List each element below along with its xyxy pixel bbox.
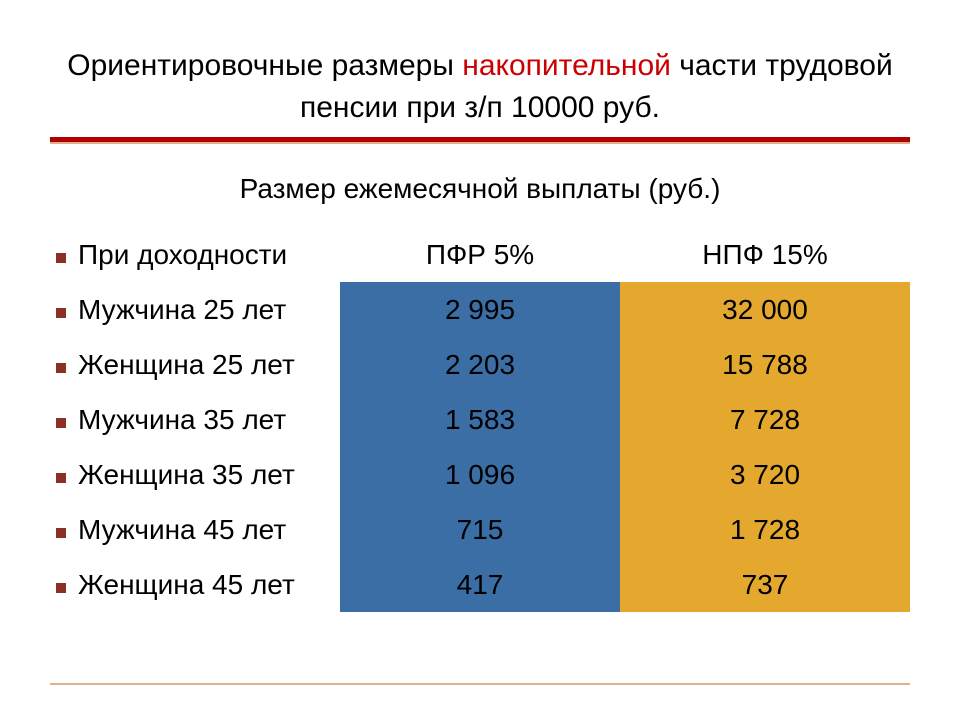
row-label: Мужчина 25 лет [50, 282, 340, 337]
row-label: Мужчина 35 лет [50, 392, 340, 447]
row-label-text: Мужчина 35 лет [78, 404, 286, 435]
table-header-row: При доходности ПФР 5% НПФ 15% [50, 227, 910, 282]
underline-sub [50, 142, 910, 144]
row-label-text: Мужчина 45 лет [78, 514, 286, 545]
row-col-b: 737 [620, 557, 910, 612]
footer-divider [50, 683, 910, 685]
table-row: Мужчина 45 лет 715 1 728 [50, 502, 910, 557]
header-col-b: НПФ 15% [620, 227, 910, 282]
row-label-text: Женщина 35 лет [78, 459, 295, 490]
row-col-b: 3 720 [620, 447, 910, 502]
row-col-a: 2 203 [340, 337, 620, 392]
table-row: Женщина 25 лет 2 203 15 788 [50, 337, 910, 392]
row-col-b: 7 728 [620, 392, 910, 447]
row-label-text: Мужчина 25 лет [78, 294, 286, 325]
row-col-a: 417 [340, 557, 620, 612]
row-label-text: Женщина 45 лет [78, 569, 295, 600]
header-label-text: При доходности [78, 239, 287, 270]
slide: Ориентировочные размеры накопительной ча… [0, 0, 960, 720]
table-row: Женщина 45 лет 417 737 [50, 557, 910, 612]
row-col-a: 1 583 [340, 392, 620, 447]
bullet-icon [56, 308, 66, 318]
subtitle: Размер ежемесячной выплаты (руб.) [50, 173, 910, 205]
bullet-icon [56, 583, 66, 593]
title-prefix: Ориентировочные размеры [67, 49, 462, 82]
row-col-b: 32 000 [620, 282, 910, 337]
row-label: Женщина 25 лет [50, 337, 340, 392]
row-label: Мужчина 45 лет [50, 502, 340, 557]
table-row: Женщина 35 лет 1 096 3 720 [50, 447, 910, 502]
bullet-icon [56, 253, 66, 263]
row-col-a: 1 096 [340, 447, 620, 502]
title-accent: накопительной [462, 49, 671, 82]
row-label: Женщина 45 лет [50, 557, 340, 612]
slide-title: Ориентировочные размеры накопительной ча… [50, 45, 910, 129]
row-col-a: 2 995 [340, 282, 620, 337]
table-row: Мужчина 35 лет 1 583 7 728 [50, 392, 910, 447]
table-row: Мужчина 25 лет 2 995 32 000 [50, 282, 910, 337]
header-col-a: ПФР 5% [340, 227, 620, 282]
title-underline [50, 137, 910, 147]
bullet-icon [56, 528, 66, 538]
bullet-icon [56, 473, 66, 483]
pension-table: При доходности ПФР 5% НПФ 15% Мужчина 25… [50, 227, 910, 612]
header-label: При доходности [50, 227, 340, 282]
row-col-a: 715 [340, 502, 620, 557]
row-label-text: Женщина 25 лет [78, 349, 295, 380]
row-col-b: 15 788 [620, 337, 910, 392]
bullet-icon [56, 363, 66, 373]
row-label: Женщина 35 лет [50, 447, 340, 502]
row-col-b: 1 728 [620, 502, 910, 557]
bullet-icon [56, 418, 66, 428]
